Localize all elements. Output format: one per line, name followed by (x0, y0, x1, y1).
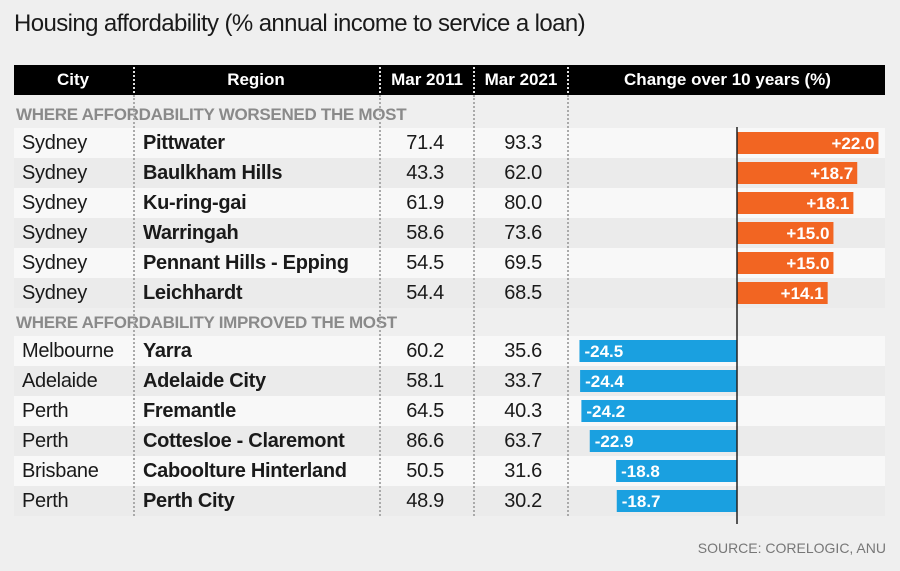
mar2011-cell: 50.5 (406, 460, 444, 482)
mar2021-cell: 73.6 (504, 222, 542, 244)
region-cell: Cottesloe - Claremont (143, 430, 345, 452)
change-bar-label: +14.1 (781, 284, 824, 303)
header-region: Region (227, 70, 285, 89)
region-cell: Fremantle (143, 400, 236, 422)
region-cell: Yarra (143, 340, 192, 362)
mar2011-cell: 64.5 (406, 400, 444, 422)
change-bar-label: -24.4 (585, 372, 624, 391)
region-cell: Leichhardt (143, 282, 243, 304)
mar2021-cell: 30.2 (504, 490, 542, 512)
change-bar (737, 192, 854, 214)
column-divider (473, 95, 475, 516)
mar2011-cell: 71.4 (406, 132, 444, 154)
city-cell: Perth (22, 430, 69, 452)
change-bar-label: -22.9 (595, 432, 634, 451)
header-mar2021: Mar 2021 (484, 70, 558, 89)
change-bar (737, 132, 879, 154)
change-bar (737, 252, 834, 274)
table-row: Perth Cottesloe - Claremont 86.6 63.7 (14, 426, 885, 456)
mar2021-cell: 31.6 (504, 460, 542, 482)
mar2011-cell: 86.6 (406, 430, 444, 452)
source-note: SOURCE: CORELOGIC, ANU (697, 540, 886, 556)
city-cell: Sydney (22, 192, 87, 214)
change-bar (616, 490, 737, 512)
change-bar (737, 222, 834, 244)
mar2011-cell: 43.3 (406, 162, 444, 184)
section-label: WHERE AFFORDABILITY WORSENED THE MOST (16, 105, 407, 124)
mar2021-cell: 80.0 (504, 192, 542, 214)
mar2011-cell: 60.2 (406, 340, 444, 362)
change-bar (580, 370, 737, 392)
header-mar2011: Mar 2011 (391, 70, 463, 89)
city-cell: Adelaide (22, 370, 98, 392)
mar2021-cell: 69.5 (504, 252, 542, 274)
table-header: City Region Mar 2011 Mar 2021 Change ove… (14, 65, 885, 95)
change-bar-label: -24.2 (586, 402, 625, 421)
city-cell: Sydney (22, 132, 87, 154)
city-cell: Perth (22, 400, 69, 422)
column-divider (567, 95, 569, 516)
region-cell: Pennant Hills - Epping (143, 252, 349, 274)
table-row: Adelaide Adelaide City 58.1 33.7 (14, 366, 885, 396)
table-row: Melbourne Yarra 60.2 35.6 (14, 336, 885, 366)
header-city: City (56, 70, 90, 89)
mar2011-cell: 54.4 (406, 282, 444, 304)
table-row: Brisbane Caboolture Hinterland 50.5 31.6 (14, 456, 885, 486)
mar2021-cell: 63.7 (504, 430, 542, 452)
mar2011-cell: 48.9 (406, 490, 444, 512)
region-cell: Warringah (143, 222, 239, 244)
mar2021-cell: 33.7 (504, 370, 542, 392)
region-cell: Baulkham Hills (143, 162, 283, 184)
region-cell: Pittwater (143, 132, 225, 154)
header-divider (567, 67, 569, 93)
city-cell: Sydney (22, 162, 87, 184)
city-cell: Melbourne (22, 340, 114, 362)
mar2021-cell: 40.3 (504, 400, 542, 422)
city-cell: Perth (22, 490, 69, 512)
section-label: WHERE AFFORDABILITY IMPROVED THE MOST (16, 313, 397, 332)
region-cell: Perth City (143, 490, 235, 512)
change-bar (737, 162, 858, 184)
chart-title: Housing affordability (% annual income t… (14, 10, 586, 37)
change-bar (589, 430, 737, 452)
mar2021-cell: 62.0 (504, 162, 542, 184)
mar2011-cell: 58.6 (406, 222, 444, 244)
change-bar (616, 460, 737, 482)
change-bar (581, 400, 737, 422)
mar2011-cell: 61.9 (406, 192, 444, 214)
change-bar-label: -18.7 (622, 492, 661, 511)
region-cell: Caboolture Hinterland (143, 460, 347, 482)
change-bar-label: +15.0 (786, 224, 829, 243)
region-cell: Ku-ring-gai (143, 192, 247, 214)
mar2021-cell: 93.3 (504, 132, 542, 154)
change-bar-label: -24.5 (584, 342, 623, 361)
mar2021-cell: 68.5 (504, 282, 542, 304)
change-bar-label: +18.1 (806, 194, 849, 213)
change-bar (737, 282, 828, 304)
region-cell: Adelaide City (143, 370, 266, 392)
header-change: Change over 10 years (%) (624, 70, 831, 89)
table-row: Perth Perth City 48.9 30.2 (14, 486, 885, 516)
change-bar-label: +15.0 (786, 254, 829, 273)
mar2011-cell: 54.5 (406, 252, 444, 274)
header-divider (379, 67, 381, 93)
city-cell: Sydney (22, 252, 87, 274)
header-divider (473, 67, 475, 93)
mar2021-cell: 35.6 (504, 340, 542, 362)
header-divider (133, 67, 135, 93)
change-bar (579, 340, 737, 362)
change-bar-label: -18.8 (621, 462, 660, 481)
table-row: Perth Fremantle 64.5 40.3 (14, 396, 885, 426)
change-bar-label: +22.0 (831, 134, 874, 153)
change-bar-label: +18.7 (810, 164, 853, 183)
mar2011-cell: 58.1 (406, 370, 444, 392)
city-cell: Sydney (22, 222, 87, 244)
city-cell: Brisbane (22, 460, 99, 482)
city-cell: Sydney (22, 282, 87, 304)
column-divider (379, 95, 381, 516)
column-divider (133, 95, 135, 516)
